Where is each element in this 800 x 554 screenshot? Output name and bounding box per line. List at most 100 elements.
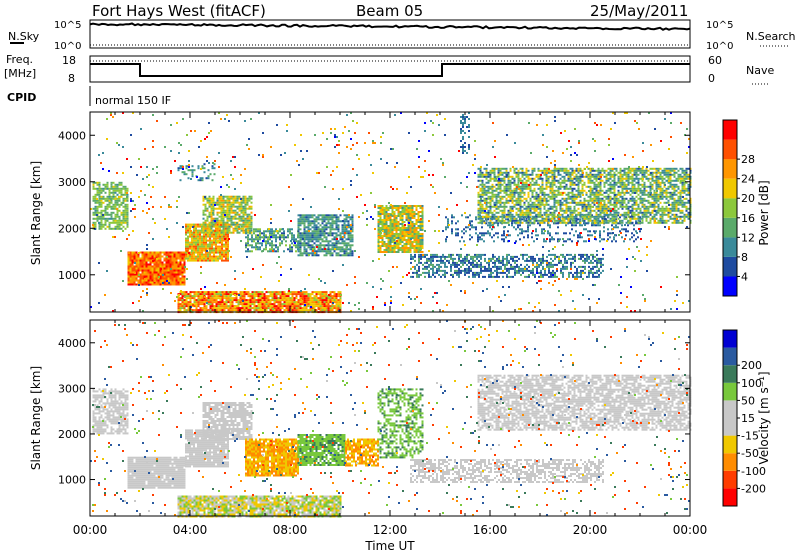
echo-cell [485, 232, 487, 235]
echo-cell [291, 228, 293, 231]
echo-cell [155, 273, 158, 276]
echo-cell [263, 305, 266, 308]
echo-cell [220, 229, 223, 232]
echo-cell [481, 173, 484, 176]
echo-cell [249, 303, 252, 306]
echo-cell [397, 229, 400, 231]
echo-cell [201, 223, 203, 226]
echo-cell [485, 193, 488, 196]
echo-cell [519, 179, 522, 182]
echo-cell [526, 259, 528, 262]
echo-cell [564, 257, 566, 260]
echo-cell [613, 226, 615, 229]
echo-cell [106, 219, 109, 222]
echo-cell [137, 265, 140, 268]
echo-cell [315, 236, 318, 239]
echo-cell [167, 275, 170, 278]
echo-cell [240, 199, 243, 202]
echo-cell [440, 275, 442, 278]
echo-cell [114, 201, 117, 204]
echo-cell [239, 301, 242, 304]
echo-cell [106, 185, 109, 188]
echo-cell [327, 242, 330, 245]
echo-cell [584, 261, 586, 264]
echo-cell [481, 195, 484, 198]
echo-cell [329, 222, 332, 225]
echo-cell [416, 275, 418, 278]
echo-cell [503, 232, 505, 235]
echo-cell [216, 213, 219, 216]
echo-cell [124, 221, 127, 224]
echo-cell [507, 187, 510, 190]
echo-cell [246, 219, 249, 222]
echo-cell [211, 291, 214, 294]
echo-cell [516, 255, 518, 258]
echo-cell [419, 225, 422, 227]
echo-cell [592, 271, 594, 274]
echo-cell [173, 277, 176, 280]
echo-cell [197, 233, 199, 236]
echo-cell [505, 215, 508, 218]
echo-cell [193, 229, 195, 232]
echo-cell [313, 226, 316, 229]
echo-cell [499, 201, 502, 204]
echo-cell [458, 275, 460, 278]
echo-cell [139, 257, 142, 260]
echo-cell [208, 213, 211, 216]
echo-cell [277, 297, 280, 300]
echo-cell [133, 281, 136, 284]
echo-cell [489, 205, 492, 208]
echo-cell [208, 231, 211, 234]
echo-cell [212, 203, 215, 206]
echo-cell [224, 229, 227, 232]
echo-cell [281, 234, 283, 237]
echo-cell [511, 207, 514, 210]
echo-cell [403, 247, 406, 249]
echo-cell [297, 309, 300, 312]
echo-cell [501, 219, 504, 222]
echo-cell [291, 293, 294, 296]
echo-cell [530, 257, 532, 260]
echo-cell [347, 244, 350, 247]
echo-cell [548, 275, 550, 278]
echo-cell [387, 237, 390, 239]
echo-cell [225, 257, 227, 260]
echo-cell [143, 275, 146, 278]
echo-cell [153, 275, 156, 278]
echo-cell [309, 228, 312, 231]
echo-cell [377, 241, 380, 243]
echo-cell [480, 265, 482, 268]
echo-cell [625, 216, 627, 219]
echo-cell [269, 291, 272, 294]
echo-cell [279, 307, 282, 310]
echo-cell [163, 265, 166, 268]
echo-cell [351, 226, 354, 229]
echo-cell [244, 225, 247, 228]
echo-cell [185, 251, 187, 254]
echo-cell [339, 299, 342, 302]
echo-cell [271, 291, 274, 294]
echo-cell [185, 297, 188, 300]
echo-cell [339, 246, 342, 249]
echo-cell [576, 273, 578, 276]
echo-cell [94, 195, 97, 198]
echo-cell [478, 271, 480, 274]
echo-cell [516, 259, 518, 262]
echo-cell [517, 201, 520, 204]
echo-cell [307, 234, 310, 237]
echo-cell [486, 269, 488, 272]
echo-cell [573, 224, 575, 227]
echo-cell [206, 231, 209, 234]
echo-cell [171, 267, 174, 270]
echo-cell [487, 224, 489, 227]
echo-cell [287, 299, 290, 302]
echo-cell [409, 217, 412, 219]
echo-cell [405, 233, 408, 235]
echo-cell [208, 199, 211, 202]
echo-cell [397, 209, 400, 211]
echo-cell [490, 267, 492, 270]
echo-cell [193, 245, 195, 248]
echo-cell [221, 253, 223, 256]
echo-cell [333, 242, 336, 245]
echo-cell [458, 263, 460, 266]
